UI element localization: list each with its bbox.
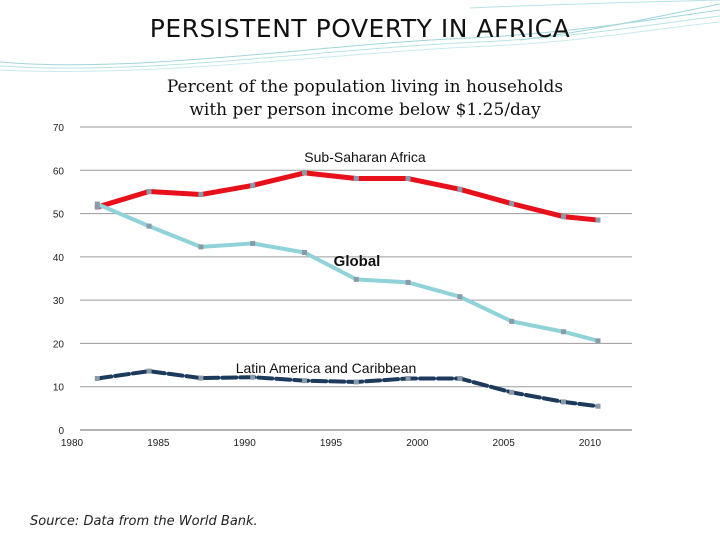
y-tick-label: 50 xyxy=(53,210,65,221)
data-point xyxy=(405,375,411,381)
data-point xyxy=(301,378,307,384)
slide-title: PERSISTENT POVERTY IN AFRICA xyxy=(149,14,571,43)
subtitle-line-2: with per person income below $1.25/day xyxy=(189,100,541,120)
series-line-1 xyxy=(94,170,601,223)
data-point xyxy=(509,318,515,324)
data-point xyxy=(146,223,152,229)
data-point xyxy=(509,389,515,395)
y-tick-label: 10 xyxy=(53,383,65,394)
data-point xyxy=(353,176,359,182)
x-tick-label: 1985 xyxy=(147,438,170,449)
x-tick-label: 1995 xyxy=(320,438,343,449)
data-point xyxy=(301,170,307,176)
data-point xyxy=(94,375,100,381)
data-point xyxy=(250,374,256,380)
x-tick-label: 2010 xyxy=(579,438,602,449)
source-note: Source: Data from the World Bank. xyxy=(30,514,258,529)
data-point xyxy=(353,379,359,385)
subtitle-line-1: Percent of the population living in hous… xyxy=(166,77,564,97)
data-point xyxy=(405,279,411,285)
series-line-2 xyxy=(95,202,600,343)
chart-subtitle: Percent of the population living in hous… xyxy=(110,76,620,122)
x-tick-label: 1990 xyxy=(234,438,257,449)
data-point xyxy=(595,338,601,344)
series-line-3 xyxy=(95,369,600,409)
data-point xyxy=(509,201,515,207)
data-point xyxy=(250,182,256,188)
data-point xyxy=(457,375,463,381)
data-point xyxy=(94,201,100,207)
y-tick-label: 30 xyxy=(53,296,65,307)
y-tick-label: 70 xyxy=(53,123,65,134)
data-point xyxy=(301,250,307,256)
x-tick-label: 2000 xyxy=(406,438,429,449)
series-label-latin-america: Latin America and Caribbean xyxy=(236,360,417,376)
data-point xyxy=(560,214,566,220)
data-point xyxy=(560,399,566,405)
data-point xyxy=(457,294,463,300)
data-point xyxy=(250,240,256,246)
y-tick-label: 0 xyxy=(58,426,64,437)
data-point xyxy=(560,329,566,335)
data-point xyxy=(595,403,601,409)
y-tick-label: 60 xyxy=(53,166,65,177)
x-tick-label: 2005 xyxy=(493,438,516,449)
data-point xyxy=(146,188,152,194)
data-point xyxy=(198,244,204,250)
data-point xyxy=(198,375,204,381)
data-point xyxy=(146,368,152,374)
data-point xyxy=(595,217,601,223)
data-point xyxy=(94,204,100,210)
y-tick-label: 40 xyxy=(53,253,65,264)
data-point xyxy=(353,276,359,282)
title-decoration xyxy=(0,0,720,80)
data-point xyxy=(457,186,463,192)
x-tick-label: 1980 xyxy=(61,438,84,449)
data-point xyxy=(405,176,411,182)
y-tick-label: 20 xyxy=(53,339,65,350)
series-label-global: Global xyxy=(334,253,381,270)
series-label-sub-saharan: Sub-Saharan Africa xyxy=(304,149,426,165)
data-point xyxy=(198,192,204,198)
